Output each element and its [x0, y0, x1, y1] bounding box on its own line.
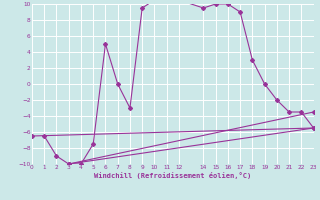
X-axis label: Windchill (Refroidissement éolien,°C): Windchill (Refroidissement éolien,°C): [94, 172, 252, 179]
